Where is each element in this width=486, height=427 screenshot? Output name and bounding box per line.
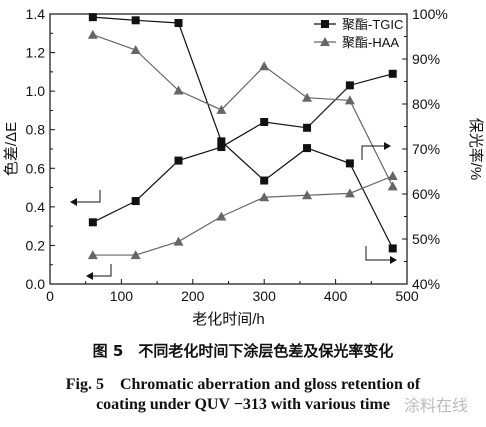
data-point-square [260, 176, 269, 185]
x-tick-label: 0 [46, 288, 54, 304]
axis-arrow-haa-right [365, 246, 395, 261]
y-left-tick-label: 1.0 [26, 83, 46, 99]
data-point-triangle [216, 104, 227, 114]
data-point-square [388, 69, 397, 78]
y-left-tick-label: 1.2 [26, 45, 46, 61]
y-left-tick-label: 0.2 [26, 237, 46, 253]
series-line-color-difference [92, 175, 393, 256]
x-tick-label: 500 [395, 288, 419, 304]
y-left-tick-label: 1.4 [26, 6, 46, 22]
data-point-triangle [344, 188, 355, 198]
data-point-triangle [387, 171, 398, 180]
axis-arrow-haa-right-head [390, 256, 397, 264]
y-left-tick-label: 0.6 [26, 160, 46, 176]
y-right-axis-title: 保光率/% [467, 118, 484, 181]
legend-label: 聚酯-HAA [342, 35, 399, 50]
x-tick-label: 200 [181, 288, 205, 304]
data-point-square [303, 123, 312, 132]
x-tick-label: 400 [324, 288, 348, 304]
axis-arrow-tgic-right [361, 145, 389, 160]
y-right-tick-label: 100% [412, 6, 448, 22]
data-point-square [131, 16, 140, 25]
series-line-gloss-retention [92, 16, 394, 249]
data-point-square [260, 118, 269, 126]
x-tick-label: 100 [110, 288, 134, 304]
data-point-square [388, 244, 397, 253]
y-left-tick-label: 0.8 [26, 122, 46, 138]
y-right-tick-label: 40% [412, 276, 440, 292]
data-point-triangle [344, 95, 355, 105]
figure-caption-english-line1: Fig. 5 Chromatic aberration and gloss re… [65, 376, 421, 393]
data-point-triangle [173, 85, 184, 95]
data-point-square [345, 159, 354, 168]
data-point-square [174, 156, 183, 165]
y-right-tick-label: 90% [412, 51, 440, 67]
data-point-square [217, 143, 226, 152]
data-point-square [131, 197, 140, 206]
data-point-square [321, 20, 329, 28]
data-point-triangle [259, 61, 270, 71]
dual-axis-line-chart: 0 100 200 300 400 500 0.0 0.2 0.4 0.6 0.8 1.0 1.2 1.4… [3, 6, 484, 328]
figure-caption-chinese: 图 5 不同老化时间下涂层色差及保光率变化 [92, 342, 394, 360]
data-point-triangle [302, 92, 313, 102]
y-right-tick-label: 50% [412, 231, 440, 247]
data-point-triangle [130, 250, 141, 260]
data-point-square [303, 144, 312, 153]
axis-arrow-haa-left-head [86, 272, 93, 280]
axis-arrow-tgic-left [72, 190, 101, 203]
data-point-square [345, 81, 354, 90]
y-left-tick-label: 0.4 [26, 199, 46, 215]
y-left-tick-label: 0.0 [26, 276, 46, 292]
data-point-triangle [216, 211, 227, 221]
data-point-triangle [387, 181, 398, 191]
data-point-square [88, 218, 97, 227]
x-axis-title: 老化时间/h [192, 311, 265, 328]
plot-frame [49, 13, 408, 285]
data-point-triangle [130, 45, 141, 54]
data-point-triangle [173, 236, 184, 246]
axis-arrow-haa-left [88, 264, 112, 277]
series-line-color-difference [92, 73, 393, 223]
y-right-tick-label: 60% [412, 186, 440, 202]
data-point-triangle [302, 190, 313, 200]
axis-arrow-tgic-right-head [384, 142, 391, 150]
figure-caption-english-line2: coating under QUV −313 with various time [96, 396, 390, 413]
data-point-square [217, 137, 226, 146]
watermark: 涂料在线 [404, 396, 469, 415]
y-right-tick-label: 80% [412, 96, 440, 112]
data-point-square [174, 19, 183, 27]
y-left-axis-title: 色差/ΔE [3, 122, 20, 176]
data-point-triangle [87, 29, 98, 39]
legend-label: 聚酯-TGIC [342, 17, 403, 32]
data-point-triangle [87, 250, 98, 260]
y-right-tick-label: 70% [412, 141, 440, 157]
axis-arrow-tgic-left-head [70, 198, 77, 206]
data-point-square [88, 13, 97, 22]
x-tick-label: 300 [253, 288, 277, 304]
data-point-triangle [320, 37, 330, 46]
series-line-gloss-retention [92, 34, 394, 187]
data-point-triangle [259, 192, 270, 202]
